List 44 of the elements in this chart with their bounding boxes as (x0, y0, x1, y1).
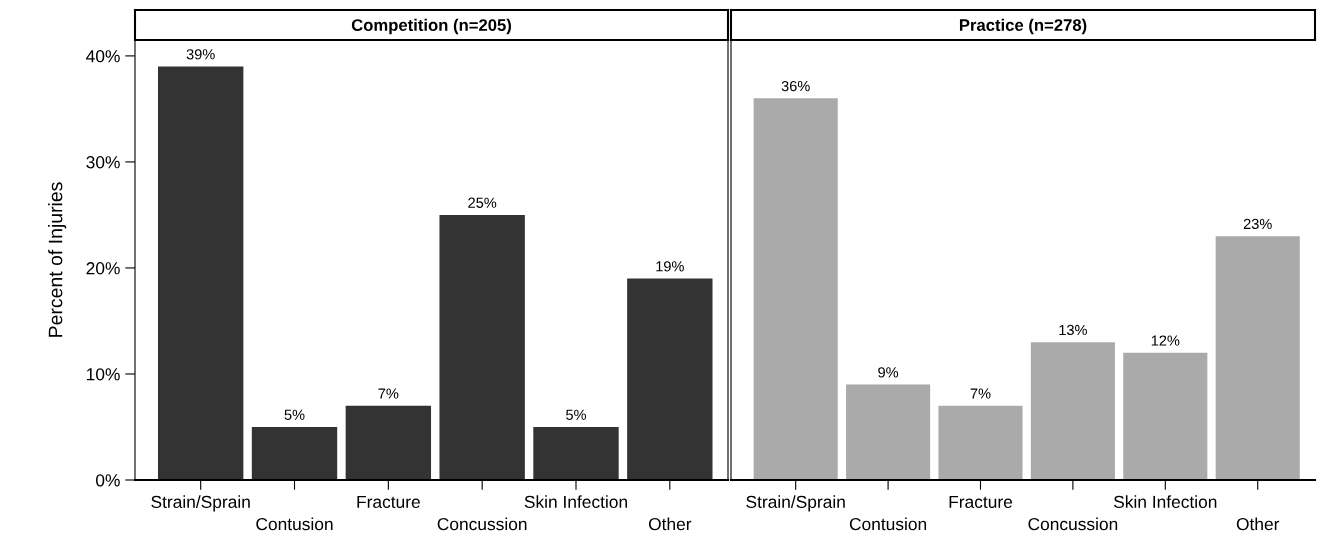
x-tick-label: Skin Infection (524, 495, 627, 509)
x-tick-label: Other (648, 517, 692, 531)
x-tick-label: Strain/Sprain (151, 495, 250, 512)
bar (846, 384, 931, 480)
x-tick-label: Concussion (437, 517, 527, 531)
data-label: 25% (468, 197, 497, 208)
chart-title: Competition (n=205) (351, 18, 512, 35)
data-label: 12% (1151, 335, 1180, 346)
bar (533, 426, 619, 480)
data-label: 23% (1243, 218, 1272, 230)
data-label: 19% (656, 261, 684, 272)
y-tick-label: 10% (86, 368, 120, 381)
bar (251, 426, 338, 480)
x-tick-label: Skin Infection (1113, 495, 1217, 509)
data-label: 13% (1059, 324, 1087, 336)
x-tick-label: Fracture (357, 495, 420, 509)
bar (753, 98, 838, 480)
chart-title: Practice (n=278) (959, 18, 1087, 35)
bar (1123, 352, 1208, 480)
bar (938, 405, 1023, 480)
x-tick-label: Fracture (949, 495, 1013, 509)
bar (1215, 236, 1300, 480)
x-tick-label: Contusion (849, 517, 927, 531)
y-tick-label: 20% (86, 262, 120, 275)
data-label: 7% (378, 388, 399, 399)
y-axis-title: Percent of Injuries (48, 182, 67, 337)
x-tick-label: Strain/Sprain (746, 495, 845, 512)
data-label: 36% (781, 80, 810, 92)
data-label: 5% (284, 409, 305, 420)
data-label: 9% (878, 367, 899, 378)
bar (1030, 342, 1115, 480)
bar (345, 405, 432, 480)
data-label: 39% (186, 49, 215, 60)
x-tick-label: Contusion (256, 517, 333, 531)
x-tick-label: Other (1236, 517, 1280, 531)
data-label: 7% (970, 388, 991, 399)
bar (439, 214, 525, 480)
data-label: 5% (566, 409, 587, 420)
x-tick-label: Concussion (1028, 517, 1118, 531)
bar (627, 278, 713, 480)
bar (157, 66, 244, 480)
y-tick-label: 30% (86, 156, 120, 169)
y-tick-label: 0% (96, 474, 120, 487)
y-tick-label: 40% (86, 50, 120, 63)
